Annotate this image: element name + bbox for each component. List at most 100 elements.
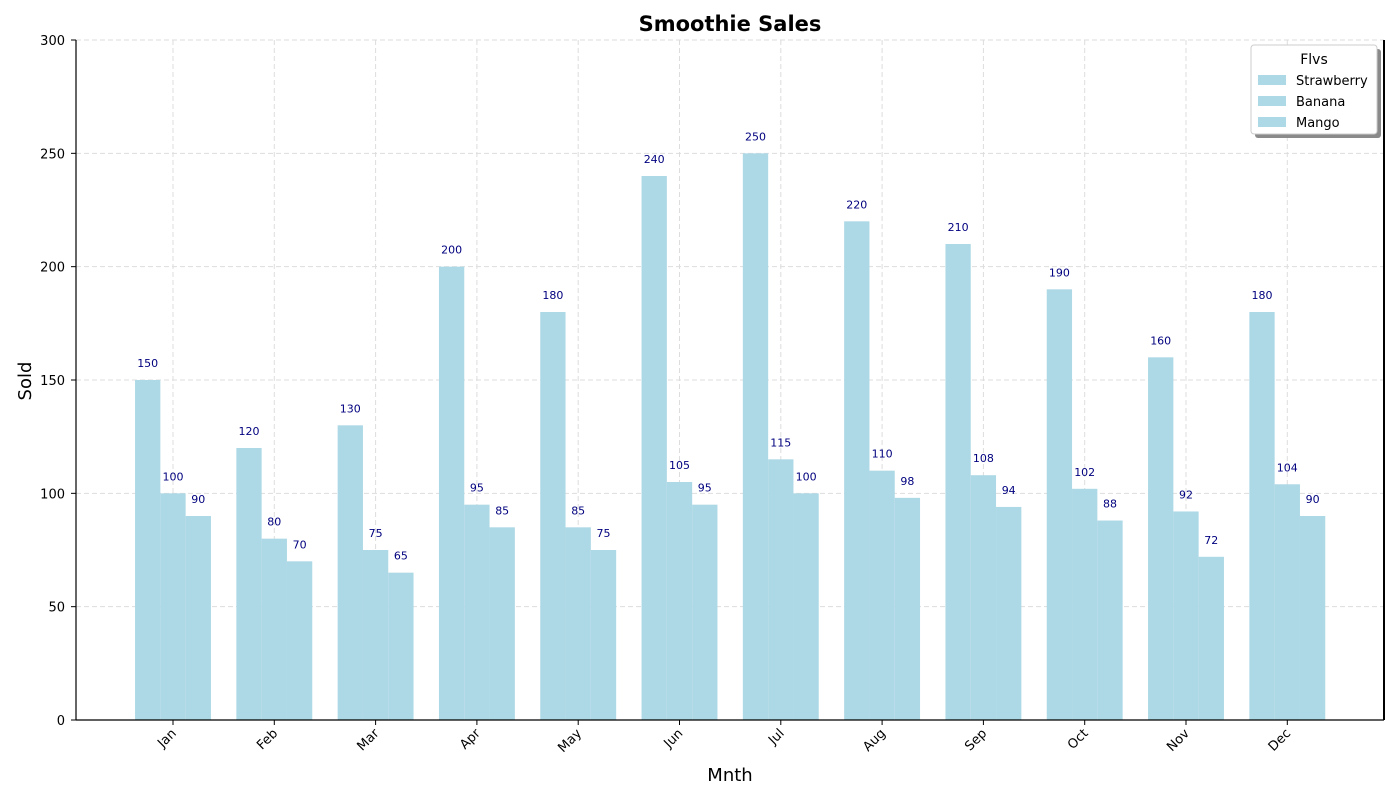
bar — [135, 380, 161, 720]
data-label: 65 — [394, 550, 408, 563]
bar — [540, 312, 566, 720]
legend-entry-label: Strawberry — [1296, 74, 1368, 89]
bar — [388, 572, 414, 720]
x-tick-label: Jul — [765, 726, 787, 748]
chart-title: Smoothie Sales — [639, 12, 822, 36]
y-axis-label: Sold — [15, 362, 36, 401]
bar — [945, 244, 971, 720]
data-label: 70 — [293, 538, 307, 551]
bar — [261, 538, 287, 720]
bar — [438, 266, 465, 720]
legend-entry-label: Mango — [1296, 116, 1340, 131]
bar — [692, 504, 718, 720]
bar — [793, 493, 819, 720]
data-labels: 150 120 130 200 180 240 250 220 210 190 160 180 100 8… — [137, 130, 1319, 562]
bar — [590, 550, 617, 720]
bar — [768, 459, 794, 720]
data-label: 94 — [1002, 484, 1016, 497]
data-label: 240 — [644, 153, 665, 166]
x-tick-label: Feb — [254, 726, 281, 753]
y-tick-label: 0 — [57, 714, 65, 729]
data-label: 100 — [163, 470, 184, 483]
data-label: 80 — [267, 516, 281, 529]
bar — [996, 506, 1022, 720]
bar — [1072, 488, 1098, 720]
bar — [362, 550, 389, 720]
bar — [337, 425, 363, 720]
data-label: 90 — [1306, 493, 1320, 506]
x-tick-label: Nov — [1164, 726, 1193, 755]
data-label: 200 — [441, 244, 462, 257]
bar — [160, 493, 186, 720]
bar — [1148, 357, 1174, 720]
x-tick-label: Mar — [354, 726, 382, 754]
legend-swatch — [1258, 96, 1286, 106]
data-label: 190 — [1049, 266, 1070, 279]
bar — [1097, 520, 1123, 720]
bar — [844, 221, 870, 721]
bar — [666, 482, 693, 720]
data-label: 95 — [470, 482, 484, 495]
y-tick-label: 250 — [40, 147, 65, 162]
data-label: 115 — [770, 436, 791, 449]
y-tick-label: 50 — [48, 601, 65, 616]
data-label: 110 — [872, 448, 893, 461]
bar — [565, 527, 591, 720]
bar — [1299, 516, 1326, 720]
data-label: 120 — [239, 425, 260, 438]
data-label: 85 — [571, 504, 585, 517]
bar — [1274, 484, 1300, 720]
data-label: 95 — [698, 482, 712, 495]
bar — [742, 153, 769, 721]
data-label: 250 — [745, 130, 766, 143]
data-label: 210 — [948, 221, 969, 234]
data-label: 108 — [973, 452, 994, 465]
bar — [1249, 312, 1275, 720]
legend-entry-label: Banana — [1296, 95, 1345, 110]
legend-swatch — [1258, 75, 1286, 85]
data-label: 130 — [340, 402, 361, 415]
x-axis-label: Mnth — [707, 765, 752, 786]
y-tick-label: 300 — [40, 34, 65, 49]
legend: Flvs Strawberry Banana Mango — [1250, 44, 1381, 138]
data-label: 180 — [1252, 289, 1273, 302]
x-tick-label: Jun — [661, 726, 687, 752]
data-label: 180 — [542, 289, 563, 302]
bar — [236, 448, 262, 720]
bar — [869, 470, 895, 720]
y-tick-label: 150 — [40, 374, 65, 389]
x-tick-label: May — [555, 726, 585, 756]
y-tick-label: 100 — [40, 487, 65, 502]
bar — [185, 516, 211, 720]
data-label: 102 — [1074, 466, 1095, 479]
legend-title: Flvs — [1300, 52, 1328, 68]
x-tick-label: Apr — [457, 726, 484, 753]
x-tick-label: Dec — [1266, 726, 1294, 754]
bar — [894, 497, 921, 720]
data-label: 104 — [1277, 461, 1298, 474]
legend-swatch — [1258, 117, 1286, 127]
data-label: 100 — [796, 470, 817, 483]
y-tick-label: 200 — [40, 261, 65, 276]
bars — [135, 153, 1326, 721]
data-label: 105 — [669, 459, 690, 472]
bar — [641, 176, 667, 720]
bar — [1173, 511, 1199, 720]
x-tick-label: Oct — [1065, 726, 1092, 753]
data-label: 75 — [597, 527, 611, 540]
data-label: 75 — [369, 527, 383, 540]
data-label: 98 — [900, 475, 914, 488]
bar — [1046, 289, 1073, 720]
x-tick-label: Aug — [860, 726, 889, 755]
x-tick-label: Jan — [154, 726, 179, 751]
data-label: 92 — [1179, 488, 1193, 501]
bar — [489, 527, 515, 720]
data-label: 160 — [1150, 334, 1171, 347]
x-tick-label: Sep — [962, 726, 990, 754]
bar — [1198, 556, 1224, 720]
bar — [464, 504, 490, 720]
data-label: 72 — [1204, 534, 1218, 547]
data-label: 90 — [191, 493, 205, 506]
data-label: 150 — [137, 357, 158, 370]
